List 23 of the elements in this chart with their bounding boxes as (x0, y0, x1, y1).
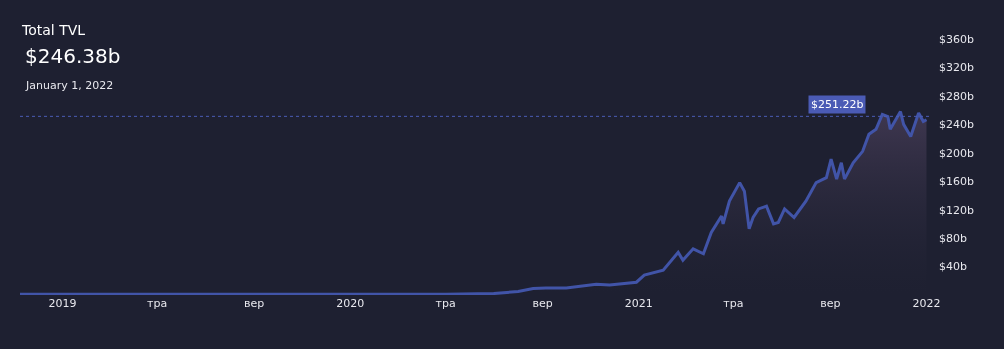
chart-subtitle: $246.38b (25, 44, 121, 68)
x-tick-label: вер (532, 297, 553, 310)
x-tick-label: вер (243, 297, 265, 310)
y-tick-label: $360b (939, 32, 974, 46)
x-tick-label: тра (435, 297, 456, 310)
y-tick-label: $120b (939, 203, 974, 217)
y-tick-label: $40b (939, 260, 967, 274)
y-tick-label: $240b (939, 118, 974, 132)
x-tick-label: тра (147, 297, 168, 310)
x-tick-label: вер (820, 297, 841, 310)
y-tick-label: $80b (939, 231, 967, 245)
x-tick-label: 2021 (624, 297, 653, 310)
y-tick-label: $280b (939, 89, 974, 103)
y-tick-label: $200b (939, 146, 974, 160)
y-tick-label: $320b (939, 61, 974, 75)
ref-line-label: $251.22b (811, 98, 864, 111)
y-tick-label: $160b (939, 175, 974, 189)
x-tick-label: 2019 (48, 297, 77, 310)
chart-title: Total TVL (21, 21, 86, 38)
annotation: January 1, 2022 (25, 79, 114, 92)
x-tick-label: 2022 (912, 297, 941, 310)
x-tick-label: тра (723, 297, 744, 310)
x-tick-label: 2020 (336, 297, 365, 310)
